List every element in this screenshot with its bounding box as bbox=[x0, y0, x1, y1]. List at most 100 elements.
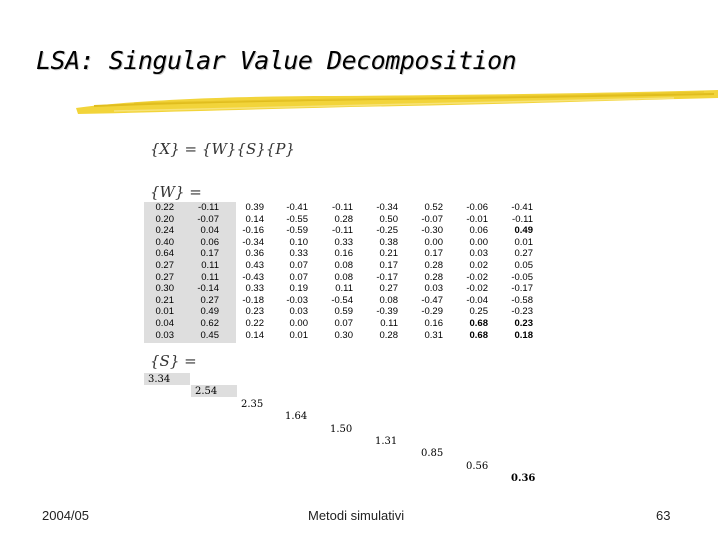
w-cell: -0.11 bbox=[198, 202, 219, 213]
w-cell: 0.27 bbox=[155, 260, 175, 271]
w-cell: 0.52 bbox=[424, 202, 444, 213]
w-cell: 0.00 bbox=[469, 236, 489, 248]
w-cell: -0.34 bbox=[242, 236, 264, 248]
w-cell: 0.17 bbox=[379, 260, 399, 271]
w-cell: -0.59 bbox=[286, 225, 308, 237]
w-cell: 0.06 bbox=[200, 236, 220, 248]
w-cell: -0.39 bbox=[376, 306, 398, 318]
w-cell: 0.11 bbox=[201, 260, 219, 271]
w-cell: 0.33 bbox=[245, 283, 265, 295]
w-cell: 0.68 bbox=[469, 318, 489, 329]
w-cell: 0.27 bbox=[155, 271, 175, 283]
s-diagonal-value: 1.50 bbox=[330, 423, 353, 435]
w-cell: 0.27 bbox=[514, 248, 534, 260]
equation-equals: = bbox=[184, 140, 198, 158]
w-cell: -0.17 bbox=[376, 271, 398, 283]
w-cell: 0.43 bbox=[245, 260, 265, 271]
w-cell: -0.04 bbox=[466, 294, 488, 306]
w-cell: -0.16 bbox=[242, 225, 264, 237]
w-cell: -0.55 bbox=[286, 213, 308, 225]
w-cell: 0.04 bbox=[155, 318, 175, 329]
w-cell: 0.33 bbox=[334, 236, 354, 248]
w-cell: 0.31 bbox=[424, 329, 444, 341]
equation-rhs: {W}{S}{P} bbox=[201, 140, 295, 158]
w-cell: -0.11 bbox=[332, 225, 353, 237]
w-cell: -0.07 bbox=[421, 213, 443, 225]
w-cell: 0.45 bbox=[200, 329, 220, 341]
w-cell: 0.16 bbox=[334, 248, 354, 260]
footer-date: 2004/05 bbox=[42, 508, 89, 523]
w-cell: 0.24 bbox=[155, 225, 175, 237]
w-cell: 0.11 bbox=[201, 271, 219, 283]
w-cell: -0.17 bbox=[511, 283, 533, 295]
footer-page-number: 63 bbox=[656, 508, 671, 523]
w-cell: -0.30 bbox=[421, 225, 443, 237]
w-cell: 0.08 bbox=[334, 271, 354, 283]
w-cell: 0.01 bbox=[514, 236, 534, 248]
w-cell: 0.17 bbox=[424, 248, 444, 260]
w-cell: 0.14 bbox=[245, 213, 265, 225]
footer-course: Metodi simulativi bbox=[308, 508, 405, 523]
w-cell: 0.00 bbox=[289, 318, 309, 329]
w-cell: 0.10 bbox=[289, 236, 309, 248]
w-cell: 0.27 bbox=[200, 294, 220, 306]
s-shaded-cell bbox=[191, 385, 237, 398]
w-cell: 0.28 bbox=[424, 271, 444, 283]
w-cell: 0.05 bbox=[514, 260, 534, 271]
s-diagonal-value: 0.85 bbox=[421, 448, 444, 460]
w-matrix-label: {W} = bbox=[150, 183, 202, 201]
w-cell: 0.22 bbox=[245, 318, 265, 329]
s-matrix-label: {S} = bbox=[150, 352, 197, 370]
w-cell: 0.07 bbox=[289, 260, 309, 271]
equation-lhs: {X} bbox=[150, 140, 180, 158]
w-cell: 0.64 bbox=[155, 248, 175, 260]
s-diagonal-value: 0.36 bbox=[511, 473, 536, 485]
w-cell: 0.14 bbox=[245, 329, 265, 341]
w-cell: -0.05 bbox=[511, 271, 533, 283]
w-cell: 0.17 bbox=[200, 248, 220, 260]
w-cell: 0.28 bbox=[379, 329, 399, 341]
w-cell: 0.36 bbox=[245, 248, 265, 260]
w-cell: 0.28 bbox=[334, 213, 354, 225]
w-cell: 0.49 bbox=[200, 306, 220, 318]
w-cell: 0.03 bbox=[155, 329, 175, 341]
w-cell: 0.02 bbox=[469, 260, 489, 271]
s-diagonal-value: 1.64 bbox=[285, 411, 308, 423]
w-cell: 0.03 bbox=[469, 248, 489, 260]
w-cell: -0.29 bbox=[421, 306, 443, 318]
w-cell: -0.06 bbox=[466, 202, 488, 213]
w-cell: -0.23 bbox=[511, 306, 533, 318]
w-cell: 0.22 bbox=[155, 202, 175, 213]
w-cell: 0.18 bbox=[514, 329, 534, 341]
w-cell: 0.01 bbox=[155, 306, 175, 318]
w-cell: 0.21 bbox=[155, 294, 175, 306]
w-cell: -0.43 bbox=[242, 271, 264, 283]
w-cell: -0.14 bbox=[197, 283, 219, 295]
w-cell: 0.04 bbox=[200, 225, 220, 237]
w-cell: 0.59 bbox=[334, 306, 354, 318]
w-cell: 0.27 bbox=[379, 283, 399, 295]
w-cell: 0.25 bbox=[469, 306, 489, 318]
w-cell: 0.23 bbox=[514, 318, 534, 329]
w-cell: 0.03 bbox=[424, 283, 444, 295]
w-cell: 0.62 bbox=[200, 318, 220, 329]
w-cell: -0.02 bbox=[466, 271, 488, 283]
w-cell: -0.25 bbox=[376, 225, 398, 237]
slide-title: LSA: Singular Value Decomposition bbox=[36, 46, 517, 75]
w-cell: 0.07 bbox=[334, 318, 354, 329]
w-cell: -0.18 bbox=[242, 294, 264, 306]
s-diagonal-value: 1.31 bbox=[375, 436, 398, 447]
w-cell: -0.47 bbox=[421, 294, 443, 306]
w-cell: -0.41 bbox=[286, 202, 308, 213]
s-shaded-cell bbox=[144, 373, 190, 385]
w-cell: 0.08 bbox=[379, 294, 399, 306]
w-cell: -0.58 bbox=[511, 294, 533, 306]
w-cell: 0.39 bbox=[245, 202, 265, 213]
w-cell: -0.34 bbox=[376, 202, 398, 213]
w-cell: 0.50 bbox=[379, 213, 399, 225]
w-cell: 0.01 bbox=[289, 329, 309, 341]
s-diagonal-value: 2.35 bbox=[241, 398, 264, 410]
w-cell: 0.06 bbox=[469, 225, 489, 237]
w-cell: 0.49 bbox=[514, 225, 534, 237]
w-cell: 0.23 bbox=[245, 306, 265, 318]
